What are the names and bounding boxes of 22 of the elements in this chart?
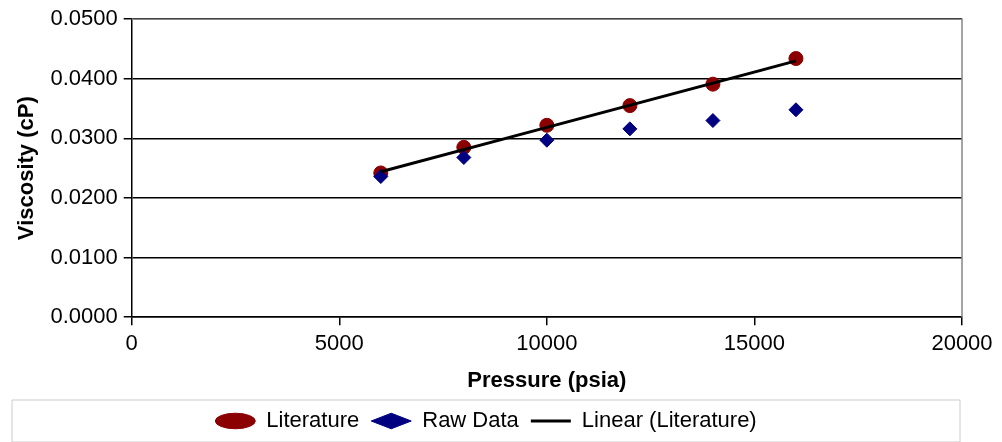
x-tick-label: 15000 — [723, 330, 786, 356]
point — [456, 149, 472, 165]
legend-label: Raw Data — [422, 407, 520, 433]
y-tick-label: 0.0500 — [50, 5, 118, 31]
point — [788, 102, 804, 118]
legend-label: Literature — [266, 407, 360, 433]
y-tick-label: 0.0200 — [50, 184, 118, 210]
x-tick-label: 5000 — [314, 330, 364, 356]
x-tick-label: 10000 — [516, 330, 578, 356]
y-tick-label: 0.0100 — [50, 243, 118, 269]
point — [705, 113, 721, 129]
point — [622, 121, 638, 137]
x-axis-title: Pressure (psia) — [467, 366, 627, 392]
x-tick-label: 0 — [125, 330, 138, 356]
legend-label: Linear (Literature) — [581, 407, 757, 433]
y-tick-label: 0.0300 — [50, 124, 118, 150]
y-axis-title: Viscosity (cP) — [13, 96, 39, 241]
point — [373, 169, 389, 185]
point — [539, 132, 555, 148]
x-tick-label: 20000 — [931, 330, 993, 356]
y-tick-label: 0.0400 — [50, 64, 118, 90]
y-tick-label: 0.0000 — [50, 303, 118, 329]
